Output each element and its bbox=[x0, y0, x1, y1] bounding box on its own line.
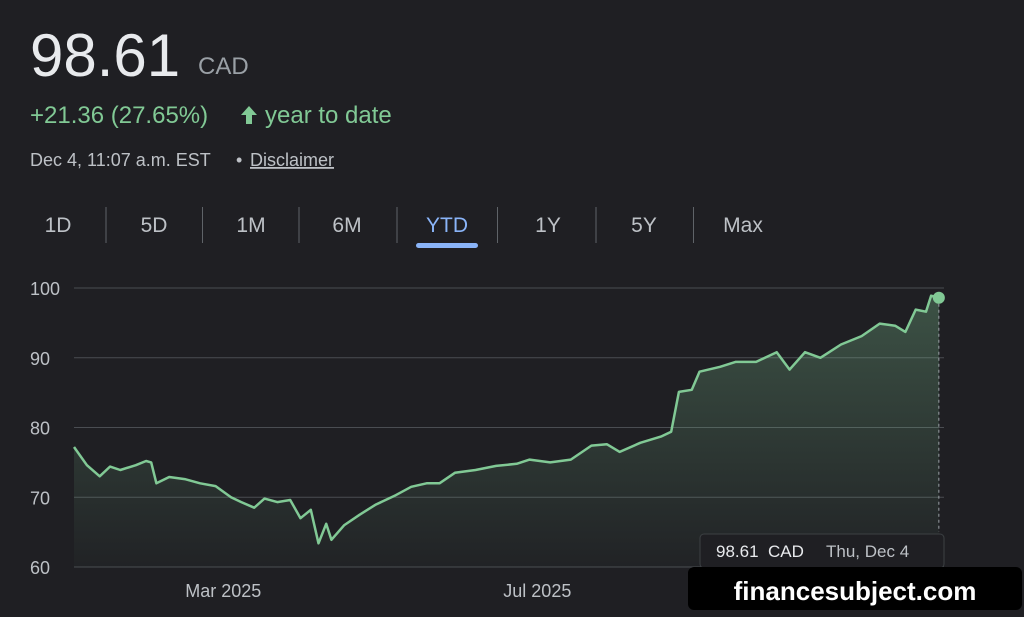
price: 98.61 bbox=[30, 22, 180, 89]
range-tab[interactable]: 1M bbox=[236, 214, 265, 237]
y-tick-label: 100 bbox=[30, 279, 60, 299]
currency: CAD bbox=[198, 53, 249, 80]
chart: 60 70 80 90 100 Mar 2025 Jul 2025 98.61 CAD Thu, … bbox=[30, 279, 945, 601]
tooltip-currency: CAD bbox=[768, 542, 804, 561]
range-tab[interactable]: 1Y bbox=[535, 214, 561, 237]
range-tab[interactable]: 6M bbox=[332, 214, 361, 237]
range-tab[interactable]: 5Y bbox=[631, 214, 657, 237]
range-tabs: 1D 5D 1M 6M YTD 1Y 5Y Max bbox=[45, 207, 763, 248]
watermark-box bbox=[688, 567, 1022, 610]
y-tick-label: 70 bbox=[30, 488, 50, 508]
watermark: financesubject.com bbox=[734, 576, 977, 606]
change: +21.36 (27.65%) bbox=[30, 102, 208, 129]
up-arrow bbox=[241, 106, 257, 124]
area bbox=[74, 295, 939, 567]
separator: • bbox=[236, 150, 242, 170]
range-tab[interactable]: YTD bbox=[426, 214, 468, 237]
y-tick-label: 90 bbox=[30, 349, 50, 369]
hover-dot bbox=[932, 291, 945, 304]
range-tab[interactable]: Max bbox=[723, 214, 763, 237]
range-tab[interactable]: 1D bbox=[45, 214, 72, 237]
disclaimer-link[interactable]: Disclaimer bbox=[250, 150, 334, 170]
timestamp: Dec 4, 11:07 a.m. EST bbox=[30, 150, 211, 170]
period: year to date bbox=[265, 102, 392, 129]
tooltip-date: Thu, Dec 4 bbox=[826, 542, 909, 561]
y-tick-label: 60 bbox=[30, 558, 50, 578]
price-line bbox=[72, 294, 940, 545]
range-tab[interactable]: 5D bbox=[141, 214, 168, 237]
x-tick-label: Jul 2025 bbox=[503, 581, 571, 601]
tab-underline bbox=[416, 243, 478, 248]
tooltip-price: 98.61 bbox=[716, 542, 759, 561]
y-tick-label: 80 bbox=[30, 419, 50, 439]
x-tick-label: Mar 2025 bbox=[185, 581, 261, 601]
